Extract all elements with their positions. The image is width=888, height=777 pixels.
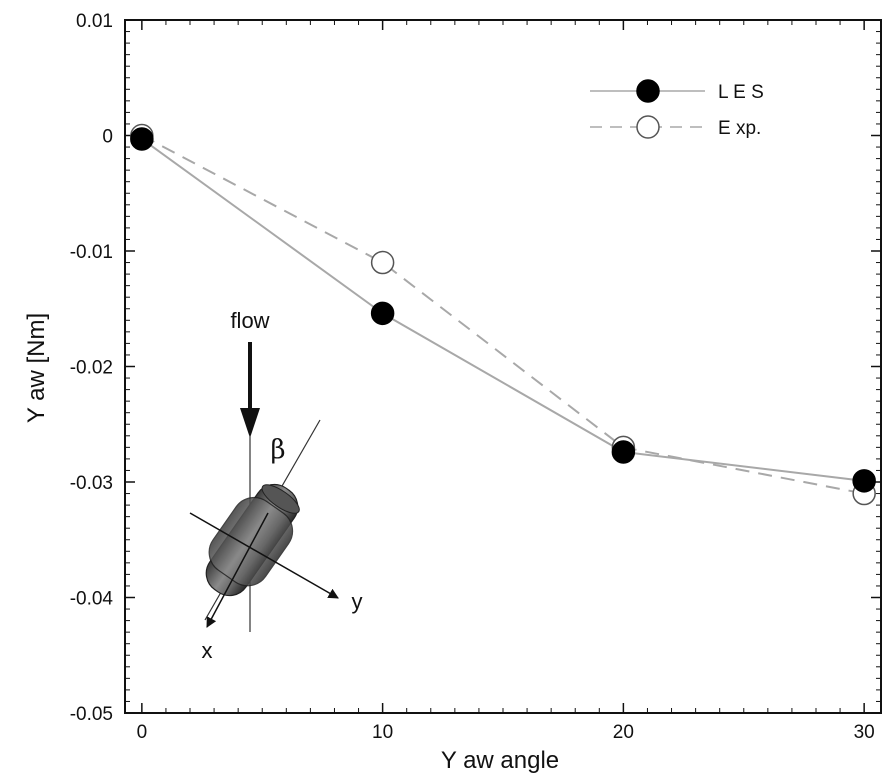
y-tick-label: -0.03 bbox=[70, 473, 113, 494]
y-tick-label: -0.05 bbox=[70, 704, 113, 725]
legend-label-exp: E xp. bbox=[718, 118, 761, 139]
inset-x-axis-arrow bbox=[206, 512, 269, 628]
inset-y-axis-arrow bbox=[189, 512, 339, 599]
inset-diagram: flow β y x bbox=[189, 308, 363, 663]
les-data-point bbox=[611, 440, 636, 464]
legend-label-les: L E S bbox=[718, 82, 764, 103]
inset-y-label: y bbox=[352, 589, 363, 614]
exp-series-line bbox=[141, 134, 865, 495]
tick-marks bbox=[125, 19, 881, 714]
les-data-point bbox=[130, 127, 154, 151]
les-data-point bbox=[370, 301, 395, 326]
y-tick-label: 0 bbox=[102, 127, 113, 148]
x-tick-label: 20 bbox=[613, 722, 634, 743]
series-lines bbox=[141, 134, 865, 495]
y-axis-title: Y aw [Nm] bbox=[23, 313, 50, 423]
inset-x-label: x bbox=[202, 638, 213, 663]
inset-beta-label: β bbox=[270, 435, 285, 465]
x-axis-title: Y aw angle bbox=[441, 747, 559, 774]
y-tick-label: -0.02 bbox=[70, 358, 113, 379]
les-data-point bbox=[852, 469, 876, 493]
legend-marker-les bbox=[636, 79, 660, 103]
x-tick-labels: 0 10 20 30 bbox=[137, 722, 875, 743]
les-series-line bbox=[141, 138, 865, 482]
x-tick-label: 30 bbox=[854, 722, 875, 743]
x-tick-label: 0 bbox=[137, 722, 148, 743]
y-tick-label: 0.01 bbox=[76, 11, 113, 32]
inset-flow-label: flow bbox=[230, 308, 269, 333]
legend-marker-exp bbox=[636, 115, 660, 139]
exp-data-point bbox=[370, 250, 395, 275]
legend: L E S E xp. bbox=[590, 79, 764, 139]
series-markers bbox=[130, 123, 876, 506]
y-tick-labels: 0.01 0 -0.01 -0.02 -0.03 -0.04 -0.05 bbox=[70, 11, 114, 725]
y-tick-label: -0.04 bbox=[70, 589, 114, 610]
y-tick-label: -0.01 bbox=[70, 242, 113, 263]
plot-frame bbox=[124, 19, 882, 714]
cylinder-body bbox=[205, 483, 300, 597]
x-tick-label: 10 bbox=[372, 722, 393, 743]
flow-arrow-head bbox=[240, 408, 260, 438]
